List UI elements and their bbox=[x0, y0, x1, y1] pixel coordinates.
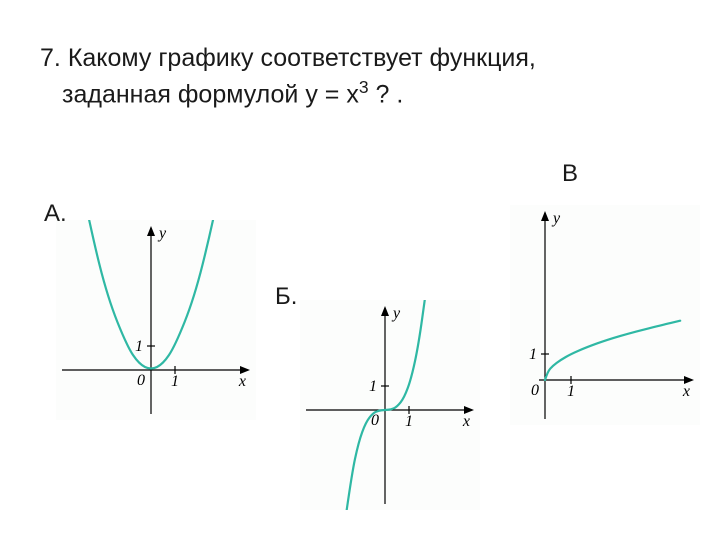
question-line-2-pre: заданная формулой у = х bbox=[62, 80, 359, 108]
svg-text:0: 0 bbox=[531, 382, 539, 399]
svg-text:1: 1 bbox=[369, 378, 377, 395]
svg-text:1: 1 bbox=[567, 383, 575, 400]
chart-v: y x 0 1 1 bbox=[510, 205, 700, 425]
question-text: 7. Какому графику соответствует функция,… bbox=[40, 42, 680, 112]
svg-text:1: 1 bbox=[135, 338, 143, 355]
chart-a: y x 0 1 1 bbox=[56, 220, 256, 420]
svg-text:x: x bbox=[682, 383, 690, 400]
question-exponent: 3 bbox=[359, 77, 369, 97]
question-number: 7. bbox=[40, 44, 61, 72]
svg-text:1: 1 bbox=[529, 346, 537, 363]
question-line-2-post: ? . bbox=[369, 80, 404, 108]
svg-text:y: y bbox=[391, 305, 401, 322]
chart-b: yx011 bbox=[300, 300, 480, 510]
svg-text:0: 0 bbox=[137, 372, 145, 389]
svg-text:x: x bbox=[238, 373, 246, 390]
svg-text:x: x bbox=[462, 413, 470, 430]
option-label-v: В bbox=[562, 160, 578, 188]
svg-text:y: y bbox=[551, 210, 561, 227]
svg-text:1: 1 bbox=[405, 413, 413, 430]
svg-text:1: 1 bbox=[171, 373, 179, 390]
svg-text:y: y bbox=[157, 225, 167, 242]
question-line-1: Какому графику соответствует функция, bbox=[68, 44, 536, 72]
option-label-b: Б. bbox=[275, 283, 297, 311]
